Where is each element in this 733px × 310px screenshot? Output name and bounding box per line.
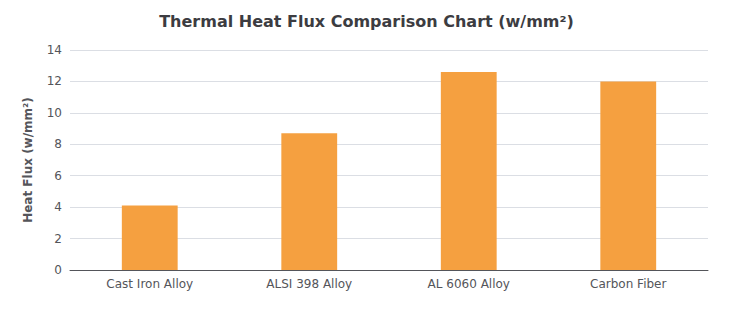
- svg-text:6: 6: [54, 169, 62, 183]
- svg-text:ALSI 398 Alloy: ALSI 398 Alloy: [266, 277, 352, 291]
- svg-text:10: 10: [47, 106, 62, 120]
- svg-text:14: 14: [47, 43, 62, 57]
- svg-text:Carbon Fiber: Carbon Fiber: [590, 277, 666, 291]
- svg-text:Cast Iron Alloy: Cast Iron Alloy: [106, 277, 193, 291]
- svg-text:4: 4: [54, 200, 62, 214]
- svg-text:2: 2: [54, 232, 62, 246]
- svg-text:8: 8: [54, 137, 62, 151]
- svg-text:Heat Flux (w/mm²): Heat Flux (w/mm²): [21, 97, 35, 223]
- svg-text:AL 6060 Alloy: AL 6060 Alloy: [428, 277, 510, 291]
- svg-text:12: 12: [47, 74, 62, 88]
- svg-text:Thermal Heat Flux Comparison C: Thermal Heat Flux Comparison Chart (w/mm…: [159, 12, 574, 31]
- svg-text:0: 0: [54, 263, 62, 277]
